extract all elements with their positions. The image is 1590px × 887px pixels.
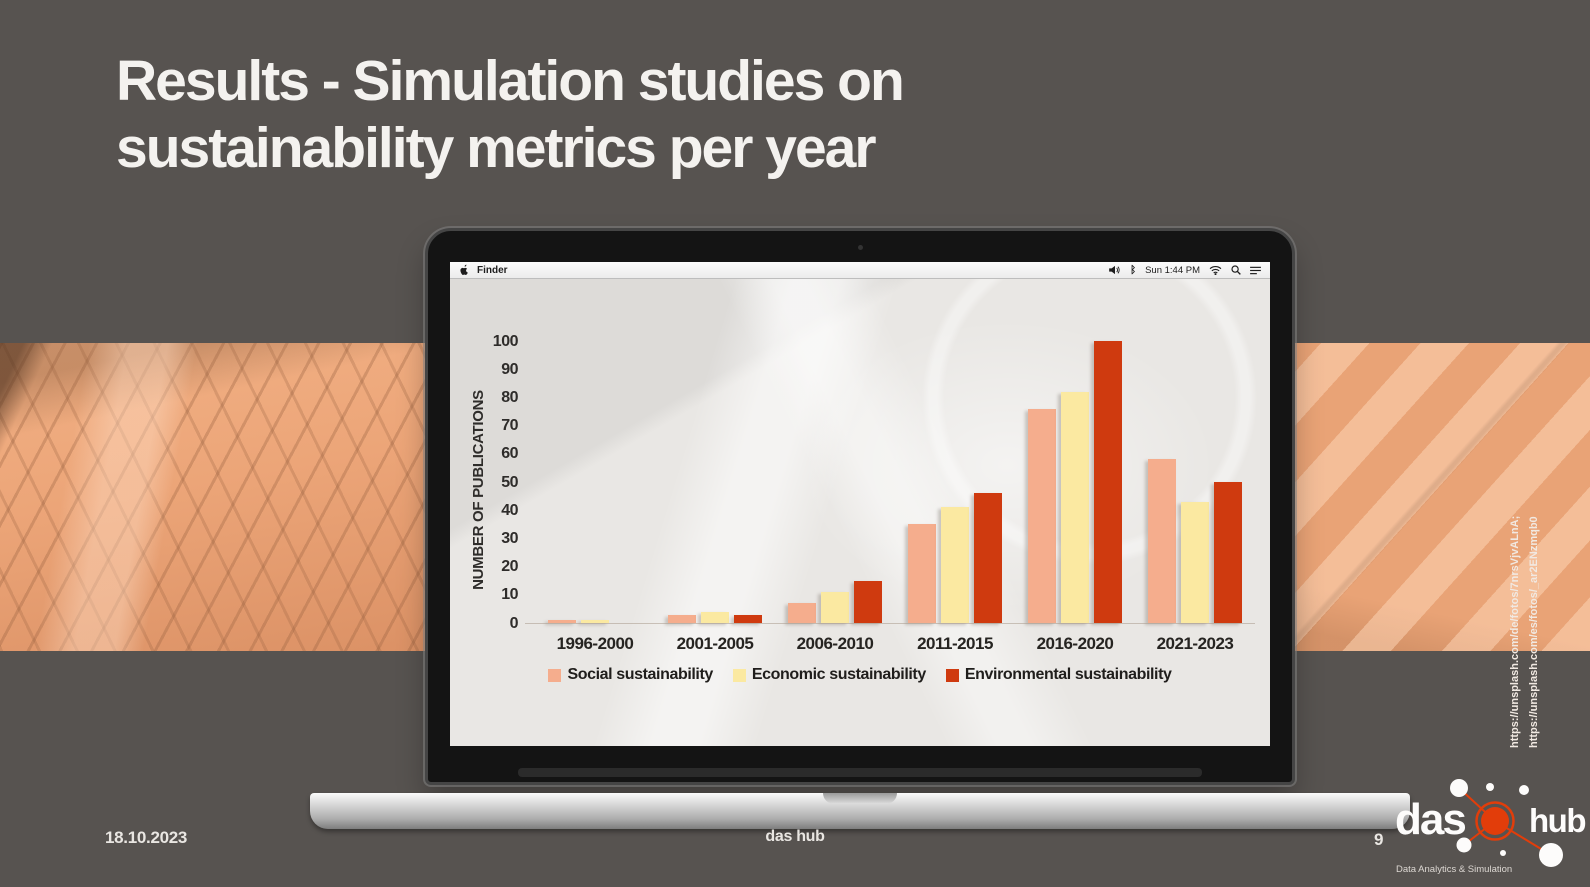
y-axis-tick-label: 100 xyxy=(492,332,519,350)
legend-swatch xyxy=(945,668,959,682)
bluetooth-icon: ᛒ xyxy=(1130,264,1137,276)
bar-group xyxy=(535,333,655,623)
y-axis-tick-label: 60 xyxy=(501,445,518,463)
image-credits: https://unsplash.com/de/fotos/7nrsVjvALn… xyxy=(1506,436,1545,748)
decorative-photo-strip-left xyxy=(0,343,440,651)
logo-node xyxy=(1486,783,1494,791)
logo-word-hub: hub xyxy=(1529,802,1585,839)
x-axis-labels: 1996-2000 2001-2005 2006-2010 2011-2015 2016… xyxy=(535,634,1255,654)
logo-hub-circle xyxy=(1481,807,1509,835)
logo-node xyxy=(1500,850,1506,856)
bar-group xyxy=(655,333,775,623)
bar-group xyxy=(895,333,1015,623)
spotlight-search-icon xyxy=(1231,265,1241,275)
laptop-screen-mockup: Finder ᛒ Sun 1:44 PM xyxy=(425,228,1295,785)
legend-item: Environmental sustainability xyxy=(945,666,1172,684)
bar-group xyxy=(1015,333,1135,623)
menu-list-icon xyxy=(1250,266,1261,275)
y-axis-tick-label: 30 xyxy=(501,529,518,547)
slide-title-line-1: Results - Simulation studies on xyxy=(116,49,905,113)
bar xyxy=(581,620,609,623)
image-credit-url-2: https://unsplash.com/es/fotos/_ar2ENzmqb… xyxy=(1528,516,1541,748)
plot-area xyxy=(525,333,1255,624)
bar xyxy=(548,620,576,623)
bar xyxy=(701,611,729,623)
bar xyxy=(1094,341,1122,623)
y-axis-tick-label: 20 xyxy=(501,558,518,576)
legend-item: Social sustainability xyxy=(548,666,713,684)
bar xyxy=(734,614,762,623)
y-axis-tick-label: 50 xyxy=(501,473,518,491)
bar-group xyxy=(775,333,895,623)
logo-node xyxy=(1450,779,1468,797)
bar xyxy=(1028,408,1056,623)
volume-icon xyxy=(1109,265,1121,275)
das-hub-logo: das hub Data Analytics & Simulation xyxy=(1395,779,1587,875)
menu-bar-status-icons: ᛒ Sun 1:44 PM xyxy=(1109,265,1261,276)
bar-group xyxy=(1135,333,1255,623)
logo-word-das: das xyxy=(1395,795,1465,844)
y-axis-tick-label: 10 xyxy=(501,586,518,604)
x-axis-label: 2001-2005 xyxy=(676,634,754,653)
wifi-icon xyxy=(1209,265,1222,275)
bar xyxy=(941,507,969,623)
logo-node xyxy=(1539,843,1563,867)
page-number: 9 xyxy=(1374,830,1384,849)
x-axis-label: 2016-2020 xyxy=(1036,634,1114,653)
footer-date: 18.10.2023 xyxy=(105,828,188,847)
slide-title: Results - Simulation studies on sustaina… xyxy=(116,48,905,181)
y-axis-tick-label: 80 xyxy=(501,388,518,406)
menu-bar-clock: Sun 1:44 PM xyxy=(1145,264,1200,276)
legend-label: Environmental sustainability xyxy=(964,666,1172,683)
y-axis-tick-label: 40 xyxy=(501,501,518,519)
bar xyxy=(1181,501,1209,623)
y-axis-ticks: 0 10 20 30 40 50 60 70 80 90 100 xyxy=(472,262,519,746)
laptop-screen-content: Finder ᛒ Sun 1:44 PM xyxy=(450,262,1270,746)
laptop-base xyxy=(310,793,1410,829)
slide-title-line-2: sustainability metrics per year xyxy=(116,115,877,180)
chart-legend: Social sustainability Economic sustainabi… xyxy=(450,666,1270,684)
x-axis-label: 2011-2015 xyxy=(917,634,993,653)
logo-hub-ring xyxy=(1475,801,1515,841)
legend-swatch xyxy=(732,668,746,682)
legend-item: Economic sustainability xyxy=(732,666,926,684)
bar xyxy=(1214,482,1242,623)
legend-swatch xyxy=(548,668,562,682)
logo-tagline: Data Analytics & Simulation xyxy=(1396,864,1512,875)
legend-label: Social sustainability xyxy=(567,666,713,683)
y-axis-tick-label: 90 xyxy=(501,360,518,378)
bar xyxy=(788,603,816,623)
menu-bar-app-name: Finder xyxy=(477,264,508,276)
image-credit-url-1: https://unsplash.com/de/fotos/7nrsVjvALn… xyxy=(1509,515,1521,748)
bar xyxy=(1061,391,1089,623)
logo-node xyxy=(1519,785,1529,795)
laptop-base-notch xyxy=(823,793,897,804)
bar xyxy=(668,614,696,623)
footer-center-text: das hub xyxy=(765,828,825,845)
x-axis-label: 1996-2000 xyxy=(556,634,634,653)
bar xyxy=(974,493,1002,623)
macos-menu-bar: Finder ᛒ Sun 1:44 PM xyxy=(450,262,1270,279)
logo-node xyxy=(1456,837,1472,853)
bar xyxy=(854,580,882,623)
y-axis-tick-label: 0 xyxy=(509,614,519,632)
bar xyxy=(821,591,849,623)
bar xyxy=(1148,459,1176,623)
apple-icon xyxy=(459,264,469,276)
webcam-dot xyxy=(858,245,863,250)
x-axis-label: 2021-2023 xyxy=(1156,634,1234,653)
legend-label: Economic sustainability xyxy=(751,666,926,683)
y-axis-tick-label: 70 xyxy=(501,417,518,435)
bar xyxy=(908,524,936,623)
x-axis-label: 2006-2010 xyxy=(796,634,874,653)
laptop-hinge xyxy=(518,768,1202,777)
decorative-photo-strip-right xyxy=(1258,343,1590,651)
